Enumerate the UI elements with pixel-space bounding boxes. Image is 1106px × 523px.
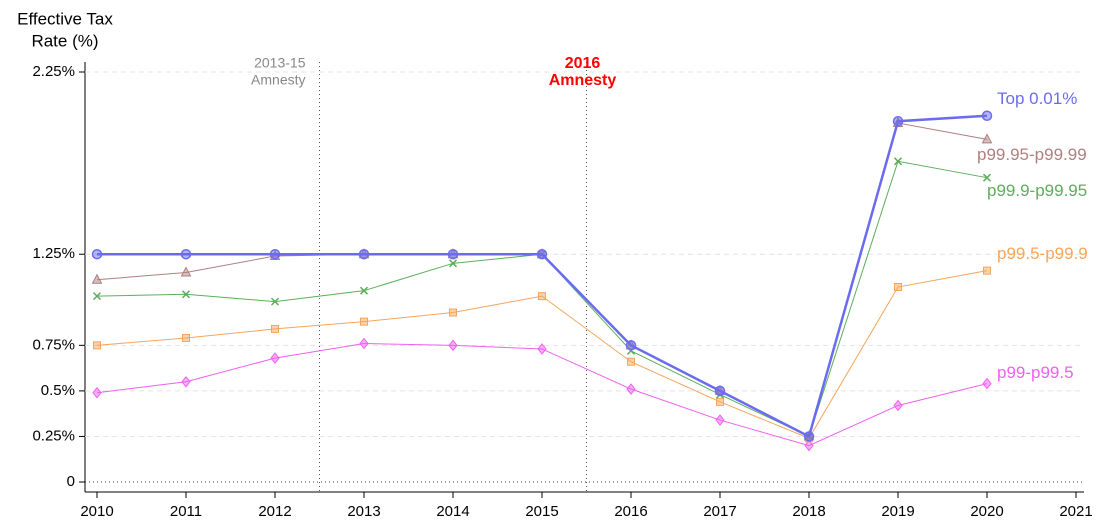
x-tick-label: 2020 bbox=[970, 503, 1003, 520]
marker bbox=[447, 248, 459, 260]
x-tick-label: 2011 bbox=[170, 503, 202, 520]
series-label: p99.9-p99.95 bbox=[987, 181, 1087, 200]
x-tick-label: 2019 bbox=[881, 503, 914, 520]
marker bbox=[93, 341, 101, 350]
x-tick-label: 2012 bbox=[258, 503, 291, 520]
marker bbox=[449, 308, 457, 317]
marker bbox=[91, 273, 103, 284]
marker bbox=[181, 290, 191, 299]
y-tick-label: 0 bbox=[67, 473, 75, 490]
y-axis-label: Rate (%) bbox=[31, 31, 98, 50]
marker bbox=[981, 133, 993, 144]
marker bbox=[982, 173, 992, 182]
marker bbox=[180, 266, 192, 277]
marker bbox=[627, 357, 635, 366]
marker bbox=[892, 115, 904, 127]
marker bbox=[714, 385, 726, 397]
marker bbox=[537, 343, 547, 355]
series-line bbox=[97, 114, 988, 439]
marker bbox=[538, 292, 546, 301]
x-tick-label: 2021 bbox=[1059, 503, 1092, 520]
annotation: 2013-15 bbox=[254, 55, 306, 71]
y-tick-label: 1.25% bbox=[32, 245, 75, 262]
marker bbox=[625, 340, 637, 351]
marker bbox=[803, 431, 815, 442]
series-line bbox=[96, 343, 988, 447]
marker bbox=[626, 383, 636, 395]
series-label: p99.95-p99.99 bbox=[977, 145, 1087, 164]
x-tick-label: 2013 bbox=[347, 503, 380, 520]
x-tick-label: 2016 bbox=[614, 503, 647, 520]
marker bbox=[92, 292, 102, 301]
marker bbox=[716, 397, 724, 406]
marker bbox=[448, 339, 458, 352]
marker bbox=[448, 259, 458, 268]
series-label: Top 0.01% bbox=[997, 89, 1077, 108]
marker bbox=[271, 324, 279, 333]
marker bbox=[536, 248, 548, 260]
y-tick-label: 0.75% bbox=[32, 336, 75, 353]
annotation: Amnesty bbox=[549, 72, 617, 89]
x-tick-label: 2010 bbox=[80, 503, 113, 520]
y-tick-label: 2.25% bbox=[32, 63, 75, 80]
annotation: 2016 bbox=[565, 55, 601, 72]
marker bbox=[181, 375, 191, 388]
marker bbox=[804, 439, 814, 452]
marker bbox=[981, 110, 993, 121]
marker bbox=[358, 248, 370, 260]
marker bbox=[894, 283, 902, 292]
y-axis-label: Effective Tax bbox=[17, 9, 113, 28]
marker bbox=[92, 386, 102, 399]
series-label: p99.5-p99.9 bbox=[997, 244, 1088, 263]
marker bbox=[182, 334, 190, 343]
marker bbox=[270, 352, 280, 364]
y-tick-label: 0.5% bbox=[41, 382, 75, 399]
series-label: p99-p99.5 bbox=[997, 363, 1074, 382]
marker bbox=[359, 286, 369, 295]
marker bbox=[715, 414, 725, 426]
marker bbox=[359, 337, 369, 350]
y-tick-label: 0.25% bbox=[32, 427, 75, 444]
marker bbox=[91, 248, 103, 260]
marker bbox=[180, 248, 192, 260]
marker bbox=[269, 248, 281, 260]
marker bbox=[893, 399, 903, 412]
x-tick-label: 2017 bbox=[703, 503, 736, 520]
marker bbox=[270, 297, 280, 306]
annotation: Amnesty bbox=[251, 72, 305, 88]
marker bbox=[893, 157, 903, 166]
marker bbox=[982, 377, 992, 390]
marker bbox=[360, 317, 368, 326]
x-tick-label: 2014 bbox=[436, 503, 469, 520]
x-tick-label: 2018 bbox=[792, 503, 825, 520]
marker bbox=[983, 266, 991, 275]
x-tick-label: 2015 bbox=[525, 503, 558, 520]
